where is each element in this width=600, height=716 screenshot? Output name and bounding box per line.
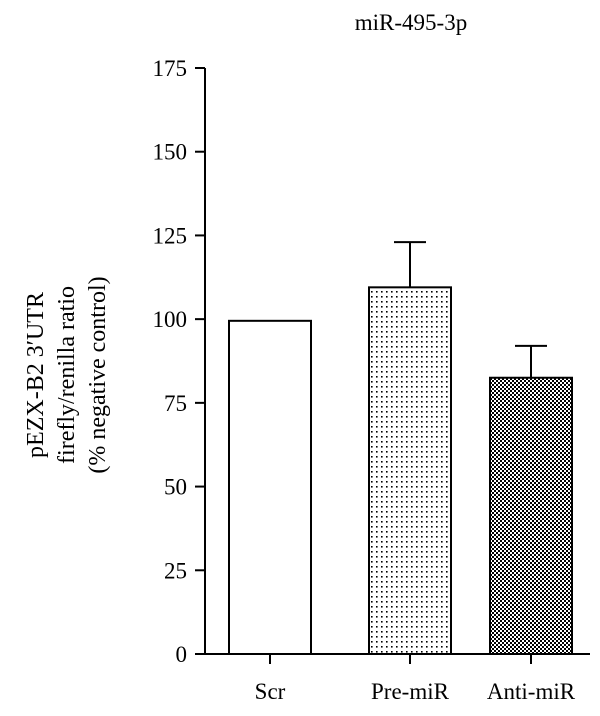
x-tick-label: Pre-miR [371, 679, 450, 704]
y-axis-label-line-1: pEZX-B2 3′UTR [23, 292, 49, 458]
y-tick-label: 125 [153, 223, 188, 248]
y-axis-label: pEZX-B2 3′UTR firefly/renilla ratio (% n… [23, 276, 111, 473]
y-tick-label: 25 [164, 558, 187, 583]
y-tick-label: 100 [153, 307, 188, 332]
y-tick-label: 175 [153, 56, 188, 81]
y-tick-label: 150 [153, 140, 188, 165]
chart-title: miR-495-3p [355, 10, 467, 35]
bar-pre-mir [368, 286, 452, 655]
y-axis-label-line-2: firefly/renilla ratio [54, 286, 80, 464]
x-tick-label: Scr [255, 679, 286, 704]
y-axis-label-line-3: (% negative control) [85, 276, 111, 473]
y-tick-label: 0 [176, 642, 188, 667]
y-tick-label: 50 [164, 475, 187, 500]
x-tick-label: Anti-miR [487, 679, 576, 704]
plot-area: 0 25 50 75 100 125 150 175 Scr Pre-miR Anti-miR [153, 56, 590, 704]
bar-scr [228, 319, 312, 655]
y-tick-label: 75 [164, 391, 187, 416]
bar-anti-mir [489, 376, 573, 655]
